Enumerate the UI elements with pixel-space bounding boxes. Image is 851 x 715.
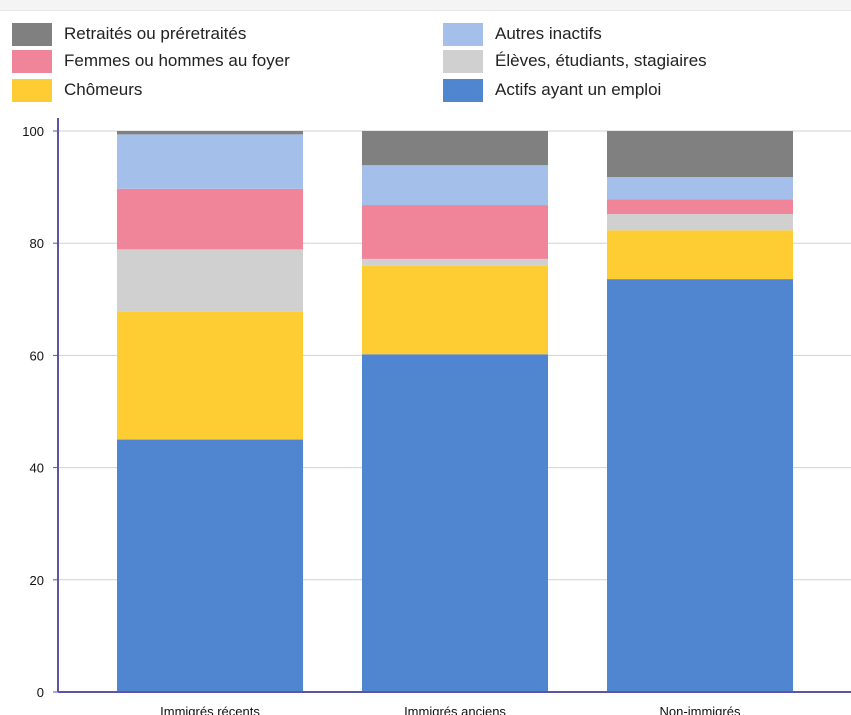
- bar-segment-3-1: [607, 279, 793, 692]
- y-tick-label-40: 40: [30, 461, 44, 476]
- legend-item-actifs: Actifs ayant un emploi: [443, 77, 661, 103]
- legend-swatch-retraites: [12, 22, 52, 46]
- legend-label-autres-inactifs: Autres inactifs: [495, 24, 602, 43]
- bar-segment-1-4: [117, 188, 303, 250]
- legend-swatch-eleves: [443, 49, 483, 73]
- bar-segment-3-6: [607, 131, 793, 178]
- bar-segment-2-4: [362, 205, 548, 259]
- bar-segment-1-2: [117, 311, 303, 440]
- bar-segment-1-5: [117, 134, 303, 189]
- legend-swatch-autres-inactifs: [443, 22, 483, 46]
- bar-segment-3-3: [607, 214, 793, 231]
- y-tick-label-100: 100: [22, 124, 44, 139]
- bar-segment-2-5: [362, 165, 548, 206]
- legend-swatch-foyer: [12, 49, 52, 73]
- legend-label-retraites: Retraités ou préretraités: [64, 24, 247, 43]
- legend-label-eleves: Élèves, étudiants, stagiaires: [495, 51, 707, 70]
- legend-item-retraites: Retraités ou préretraités: [12, 21, 246, 47]
- x-category-label-2: Immigrés anciens: [404, 704, 506, 715]
- legend-label-chomeurs: Chômeurs: [64, 80, 143, 99]
- legend-item-foyer: Femmes ou hommes au foyer: [12, 48, 290, 74]
- bar-segment-2-3: [362, 258, 548, 266]
- bar-segment-3-2: [607, 230, 793, 280]
- bar-segment-2-2: [362, 265, 548, 355]
- legend-swatch-chomeurs: [12, 78, 52, 102]
- y-tick-label-80: 80: [30, 236, 44, 251]
- bar-segment-1-6: [117, 131, 303, 135]
- bar-segment-2-6: [362, 131, 548, 166]
- x-category-label-1: Immigrés récents: [160, 704, 260, 715]
- bar-segment-3-5: [607, 177, 793, 200]
- y-tick-label-20: 20: [30, 573, 44, 588]
- top-strip: [0, 0, 851, 11]
- bar-segment-1-3: [117, 249, 303, 312]
- legend-item-autres-inactifs: Autres inactifs: [443, 21, 602, 47]
- y-tick-label-0: 0: [37, 685, 44, 700]
- legend-label-actifs: Actifs ayant un emploi: [495, 80, 662, 99]
- legend-swatch-actifs: [443, 78, 483, 102]
- bar-segment-3-4: [607, 199, 793, 215]
- bar-segment-2-1: [362, 354, 548, 692]
- legend-item-eleves: Élèves, étudiants, stagiaires: [443, 48, 707, 74]
- bar-segment-1-1: [117, 439, 303, 692]
- y-tick-label-60: 60: [30, 348, 44, 363]
- x-category-label-3: Non-immigrés: [660, 704, 741, 715]
- legend-label-foyer: Femmes ou hommes au foyer: [64, 51, 290, 70]
- legend-item-chomeurs: Chômeurs: [12, 77, 142, 103]
